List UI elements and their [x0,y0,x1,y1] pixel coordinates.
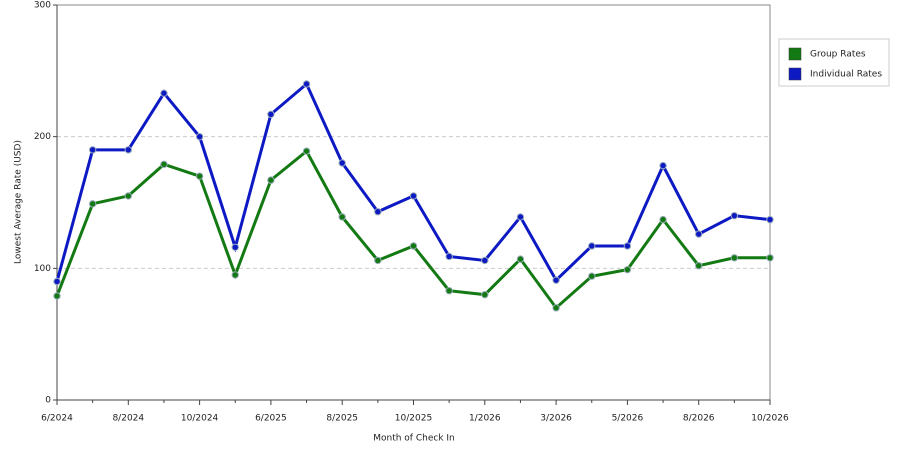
point [160,160,168,169]
point [659,161,667,170]
point [409,242,418,250]
point [302,80,311,88]
x-tick-label: 6/2025 [255,414,287,424]
x-tick-label: 5/2026 [612,414,644,424]
point [730,254,739,262]
y-tick-label: 100 [34,264,51,274]
point [588,242,596,250]
point [88,200,97,208]
x-tick-label: 8/2026 [683,414,715,424]
y-tick-label: 0 [45,396,51,406]
point [338,213,346,221]
y-tick-label: 300 [34,1,51,11]
point [195,132,204,141]
point [445,287,453,295]
point [516,255,525,263]
point [730,211,739,220]
x-tick-label: 6/2024 [41,414,73,424]
x-axis-label: Month of Check In [373,434,455,444]
point [195,172,204,180]
point [623,265,632,274]
point [374,256,382,265]
x-tick-label: 10/2025 [395,414,432,424]
point [374,208,382,216]
legend-swatch [788,67,802,81]
point [124,192,133,200]
y-axis-label: Lowest Average Rate (USD) [14,140,24,264]
y-tick-label: 200 [34,132,51,142]
legend-swatch [788,47,802,61]
point [160,89,168,97]
point [695,230,703,238]
x-tick-label: 10/2024 [181,414,219,424]
point [766,254,774,262]
point [338,159,346,167]
point [552,276,560,284]
point [445,252,453,261]
point [88,146,97,154]
point [481,256,489,265]
point [124,146,133,154]
legend-label: Group Rates [810,50,866,60]
point [231,243,239,251]
x-tick-label: 8/2024 [112,414,144,424]
point [231,271,239,279]
point [267,110,275,118]
point [267,176,275,184]
point [516,213,525,221]
legend-label: Individual Rates [810,70,882,80]
point [552,304,560,312]
x-tick-label: 10/2026 [751,414,789,424]
point [53,292,61,300]
series-line [55,148,770,311]
point [481,290,489,299]
point [409,192,418,200]
plot-frame [56,4,771,401]
series-line [55,81,771,283]
x-tick-label: 3/2026 [540,414,572,424]
x-tick-label: 8/2025 [326,414,358,424]
point [766,215,774,224]
point [302,147,311,155]
point [53,277,61,286]
point [659,215,667,224]
point [695,262,703,270]
point [623,242,632,250]
point [588,272,596,280]
x-tick-label: 1/2026 [469,414,501,424]
